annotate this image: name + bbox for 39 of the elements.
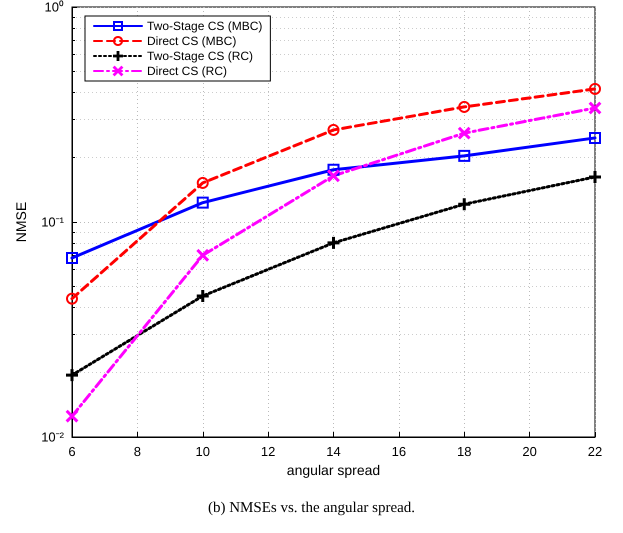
point — [328, 124, 340, 136]
y-tick-label: 10⁰ — [44, 0, 64, 14]
legend-label: Two-Stage CS (RC) — [147, 49, 254, 63]
point — [458, 100, 470, 113]
point — [66, 292, 78, 305]
point — [328, 164, 340, 176]
legend-label: Two-Stage CS (MBC) — [147, 19, 262, 33]
x-tick-label: 12 — [260, 444, 276, 459]
point — [196, 176, 209, 189]
y-tick-label: 10⁻¹ — [41, 214, 65, 230]
x-tick-label: 8 — [134, 444, 141, 459]
y-axis-title: NMSE — [13, 202, 29, 242]
legend-label: Direct CS (RC) — [147, 64, 227, 78]
point — [196, 249, 209, 262]
x-tick-label: 10 — [196, 444, 210, 459]
point — [328, 236, 340, 249]
x-tick-label: 20 — [522, 444, 537, 459]
point — [196, 196, 209, 209]
x-tick-label: 16 — [392, 444, 406, 459]
point — [589, 132, 601, 144]
point — [589, 82, 601, 95]
point — [196, 290, 209, 302]
point — [66, 252, 78, 264]
text: (b) NMSEs vs. the angular spread. — [206, 500, 416, 517]
x-axis-title: angular spread — [286, 462, 380, 478]
point — [458, 127, 470, 140]
x-tick-label: 18 — [457, 444, 472, 459]
y-tick-label: 10⁻² — [41, 430, 65, 444]
x-tick-label: 14 — [326, 444, 341, 459]
point — [589, 102, 601, 114]
point — [458, 198, 470, 210]
legend-label: Direct CS (MBC) — [147, 34, 236, 48]
x-tick-label: 6 — [68, 444, 76, 459]
point — [66, 369, 78, 382]
point — [589, 170, 601, 183]
point — [66, 410, 78, 422]
x-tick-label: 22 — [588, 444, 602, 459]
point — [328, 170, 340, 182]
point — [458, 150, 470, 162]
